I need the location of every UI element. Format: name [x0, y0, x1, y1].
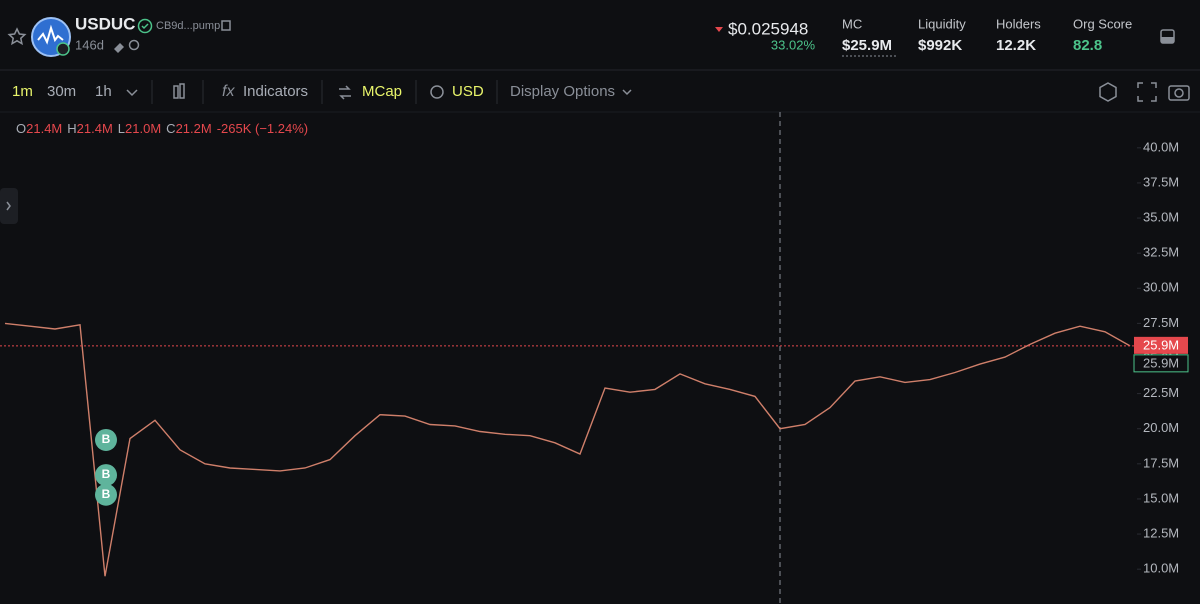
buy-marker-label: B	[102, 487, 111, 501]
stat-label: Holders	[996, 16, 1041, 31]
currency-icon	[430, 85, 444, 99]
interval-dropdown[interactable]	[126, 89, 138, 97]
ohlc-key: H	[67, 121, 76, 136]
y-tick-label: 17.5M	[1143, 455, 1179, 470]
logo-badge	[56, 42, 70, 56]
y-tick-label: 40.0M	[1143, 139, 1179, 154]
ohlc-key: C	[166, 121, 175, 136]
side-panel-chevron	[6, 201, 11, 211]
ohlc-key: L	[118, 121, 125, 136]
y-tick-label: 32.5M	[1143, 245, 1179, 260]
swap-icon	[339, 85, 351, 100]
stat-value: $992K	[918, 37, 962, 54]
ohlc-value: 21.4M	[26, 121, 62, 136]
screenshot-lens	[1174, 88, 1184, 98]
token-logo-art	[37, 24, 64, 45]
ohlc-key: O	[16, 121, 26, 136]
ohlc-change: -265K (−1.24%)	[217, 121, 308, 136]
interval-button[interactable]: 30m	[47, 83, 76, 100]
stat-value: 82.8	[1073, 37, 1102, 54]
stat-label: Org Score	[1073, 16, 1132, 31]
ohlc-value: 21.2M	[176, 121, 212, 136]
y-tick-label: 30.0M	[1143, 280, 1179, 295]
buy-marker-label: B	[102, 467, 111, 481]
stat-label: MC	[842, 16, 862, 31]
y-tick-label: 10.0M	[1143, 561, 1179, 576]
token-symbol: USDUC	[75, 14, 135, 33]
buy-marker[interactable]	[95, 428, 117, 451]
candle-icon-2	[179, 83, 185, 99]
stat-value: 12.2K	[996, 37, 1036, 54]
stat-value: $25.9M	[842, 37, 892, 54]
y-tick-label: 35.0M	[1143, 209, 1179, 224]
price-chart: 10.0M12.5M15.0M17.5M20.0M22.5M25.0M27.5M…	[0, 139, 1189, 577]
indicators-button[interactable]: Indicators	[243, 83, 308, 100]
buy-marker[interactable]	[95, 483, 117, 506]
price-change: 33.02%	[771, 37, 816, 52]
layout-icon-fill	[1161, 37, 1174, 43]
ohlc-legend: O21.4M H21.4M L21.0M C21.2M -265K (−1.24%)	[16, 121, 308, 136]
y-tick-label: 22.5M	[1143, 385, 1179, 400]
settings-icon[interactable]	[1099, 82, 1117, 102]
price: $0.025948	[728, 19, 808, 38]
token-age: 146d	[75, 37, 104, 52]
side-panel-toggle[interactable]	[0, 188, 18, 224]
interval-button[interactable]: 1h	[95, 83, 112, 100]
y-tick-label: 12.5M	[1143, 525, 1179, 540]
buy-marker[interactable]	[95, 464, 117, 487]
token-address[interactable]: CB9d...pump	[156, 20, 220, 32]
verified-badge	[137, 18, 153, 34]
copy-icon[interactable]	[221, 20, 231, 31]
y-tick-label: 27.5M	[1143, 315, 1179, 330]
last-price-tag	[1134, 336, 1188, 354]
stats: MC $25.9M Liquidity $992K Holders 12.2K Org Sc…	[842, 16, 1132, 57]
price-down-arrow	[715, 27, 723, 32]
ohlc-value: 21.4M	[77, 121, 113, 136]
currency-toggle[interactable]: USD	[452, 83, 484, 100]
y-tick-label: 37.5M	[1143, 174, 1179, 189]
stat-label: Liquidity	[918, 16, 966, 31]
last-price-label: 25.9M	[1143, 337, 1179, 352]
interval-buttons: 1m 30m 1h	[12, 83, 112, 100]
y-tick-label: 15.0M	[1143, 490, 1179, 505]
ohlc-value: 21.0M	[125, 121, 161, 136]
screenshot-icon[interactable]	[1168, 85, 1190, 101]
close-price-tag	[1133, 354, 1189, 373]
tag-icon	[114, 43, 124, 53]
interval-button[interactable]: 1m	[12, 83, 33, 100]
y-tick-label: 20.0M	[1143, 420, 1179, 435]
fx-icon: fx	[222, 83, 235, 100]
search-icon[interactable]	[128, 39, 140, 51]
close-price-label: 25.9M	[1143, 355, 1179, 370]
fullscreen-icon[interactable]	[1137, 82, 1157, 102]
buy-marker-label: B	[102, 432, 111, 446]
display-options-chevron	[622, 89, 632, 96]
mcap-toggle[interactable]: MCap	[362, 83, 402, 100]
display-options[interactable]: Display Options	[510, 83, 615, 100]
verified-check	[141, 23, 149, 30]
price-line	[4, 322, 1131, 577]
candle-icon[interactable]	[173, 85, 179, 99]
favorite-star[interactable]	[7, 27, 27, 46]
